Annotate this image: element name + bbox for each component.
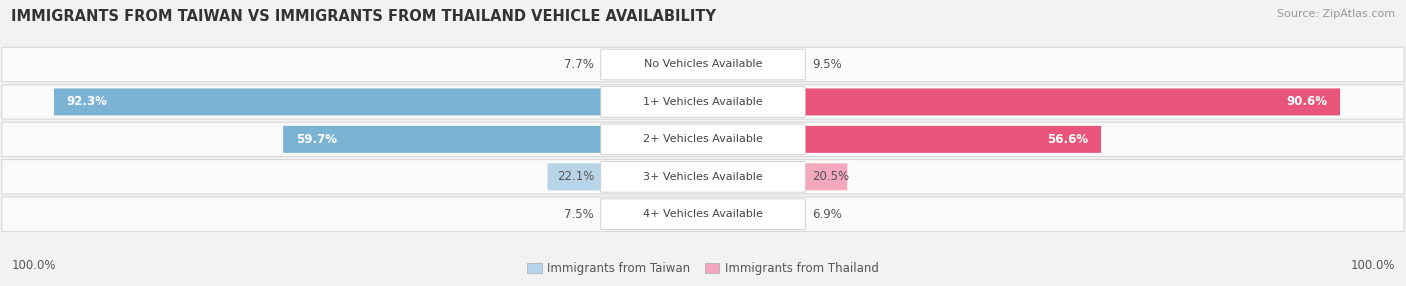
Text: IMMIGRANTS FROM TAIWAN VS IMMIGRANTS FROM THAILAND VEHICLE AVAILABILITY: IMMIGRANTS FROM TAIWAN VS IMMIGRANTS FRO… (11, 9, 716, 23)
Text: 59.7%: 59.7% (295, 133, 337, 146)
FancyBboxPatch shape (804, 126, 1101, 153)
Text: 20.5%: 20.5% (813, 170, 849, 183)
FancyBboxPatch shape (53, 88, 602, 115)
Text: 9.5%: 9.5% (813, 58, 842, 71)
Text: Source: ZipAtlas.com: Source: ZipAtlas.com (1277, 9, 1395, 19)
FancyBboxPatch shape (600, 49, 806, 80)
FancyBboxPatch shape (804, 88, 1340, 115)
Text: 100.0%: 100.0% (11, 259, 56, 272)
Text: 92.3%: 92.3% (66, 96, 108, 108)
Legend: Immigrants from Taiwan, Immigrants from Thailand: Immigrants from Taiwan, Immigrants from … (523, 258, 883, 280)
Text: 90.6%: 90.6% (1286, 96, 1327, 108)
FancyBboxPatch shape (547, 163, 602, 190)
Text: 3+ Vehicles Available: 3+ Vehicles Available (643, 172, 763, 182)
FancyBboxPatch shape (1, 85, 1405, 119)
Text: 2+ Vehicles Available: 2+ Vehicles Available (643, 134, 763, 144)
FancyBboxPatch shape (600, 124, 806, 155)
Text: No Vehicles Available: No Vehicles Available (644, 59, 762, 69)
FancyBboxPatch shape (1, 197, 1405, 231)
FancyBboxPatch shape (600, 162, 806, 192)
FancyBboxPatch shape (600, 199, 806, 230)
Text: 1+ Vehicles Available: 1+ Vehicles Available (643, 97, 763, 107)
FancyBboxPatch shape (600, 87, 806, 117)
FancyBboxPatch shape (283, 126, 602, 153)
FancyBboxPatch shape (804, 163, 848, 190)
Text: 4+ Vehicles Available: 4+ Vehicles Available (643, 209, 763, 219)
Text: 7.5%: 7.5% (564, 208, 593, 221)
FancyBboxPatch shape (1, 122, 1405, 156)
Text: 100.0%: 100.0% (1350, 259, 1395, 272)
Text: 7.7%: 7.7% (564, 58, 593, 71)
FancyBboxPatch shape (1, 47, 1405, 82)
Text: 22.1%: 22.1% (557, 170, 593, 183)
Text: 56.6%: 56.6% (1047, 133, 1088, 146)
FancyBboxPatch shape (1, 160, 1405, 194)
Text: 6.9%: 6.9% (813, 208, 842, 221)
